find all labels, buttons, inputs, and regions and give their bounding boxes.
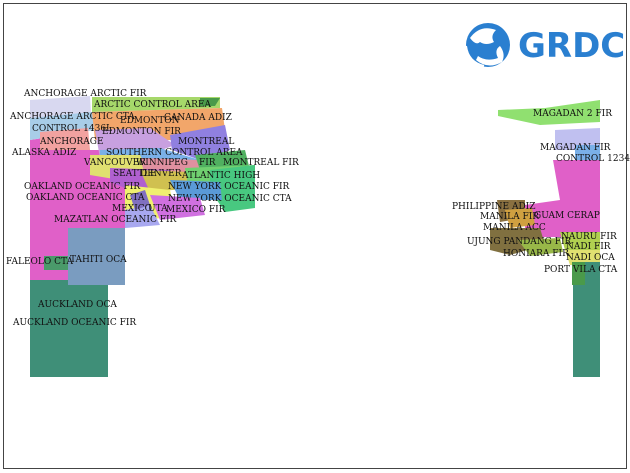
region-label: ARCTIC CONTROL AREA [93,100,211,110]
map-border [3,3,627,469]
region-nauru[interactable] [560,232,600,250]
region-port-vila[interactable] [572,262,585,285]
region-label: OAKLAND OCEANIC CTA [26,193,145,203]
region-mexico-fir[interactable] [150,195,205,220]
region-label: SEATTLE [113,169,156,179]
region-label: CONTROL 1234L [556,154,630,164]
region-label: MONTREAL [178,137,234,147]
region-label: ANCHORAGE ARCTIC FIR [23,89,147,99]
region-arctic-green[interactable] [200,98,220,106]
region-label: CONTROL 1436L [32,124,112,134]
region-mazatlan[interactable] [125,205,160,228]
region-faleolo[interactable] [44,256,68,270]
region-label: WINNIPEG [136,158,188,168]
region-label: PORT VILA CTA [544,265,618,275]
region-nadi-fir[interactable] [565,250,600,265]
region-label: CANADA ADIZ [164,113,232,123]
region-label: GUAM CERAP [534,211,600,221]
region-label: ANCHORAGE ARCTIC CTA [9,112,135,122]
region-label: NEW YORK OCEANIC CTA [168,194,292,204]
region-arctic-control[interactable] [92,97,220,112]
region-label: AUCKLAND OCEANIC FIR [12,318,136,328]
region-nadi-oca[interactable] [573,262,600,377]
region-new-york-fir[interactable] [170,180,222,200]
region-label: UJUNG PANDANG FIR [467,237,572,247]
logo-text: GRDC [518,26,625,66]
region-label: SOUTHERN CONTROL AREA [106,148,243,158]
east-region [490,100,600,377]
region-label: MAGADAN 2 FIR [533,109,612,119]
region-label: TAHITI OCA [70,255,127,265]
region-label: NEW YORK OCEANIC FIR [168,182,290,192]
region-label: NADI OCA [566,253,615,263]
region-label: UTA [148,204,168,214]
region-alaska-adiz[interactable] [40,128,90,150]
region-label: MONTREAL FIR [223,158,299,168]
region-magadan-2[interactable] [498,100,600,125]
region-label: EDMONTON FIR [102,127,181,137]
region-mexico-inner[interactable] [130,190,150,210]
region-label: ALASKA ADIZ [11,148,76,158]
region-label: MEXICO [112,204,152,214]
region-label: EDMONTON [120,116,180,126]
region-honiara[interactable] [518,238,563,256]
region-label: NAURU FIR [561,232,617,242]
region-label: OAKLAND OCEANIC FIR [24,182,140,192]
region-label: HONIARA FIR [503,249,569,259]
globe-icon [465,23,510,67]
region-auckland[interactable] [30,280,108,377]
region-label: PHILIPPINE ADIZ [452,202,536,212]
region-magadan[interactable] [555,128,600,150]
region-label: ANCHORAGE [39,137,104,147]
region-new-york-oceanic[interactable] [210,165,255,212]
region-tahiti[interactable] [68,228,125,285]
region-montreal[interactable] [170,125,230,160]
region-label: FIR [199,158,216,168]
region-label: MAZATLAN OCEANIC FIR [54,215,177,225]
region-label: MAGADAN FIR [540,143,611,153]
region-guam-cerap[interactable] [525,160,600,237]
region-label: DENVER [140,169,182,179]
region-manila-fir[interactable] [505,208,535,228]
region-label: ATLANTIC HIGH [181,171,260,181]
west-region [30,96,255,377]
region-label: VANCOUVER [83,158,146,168]
region-label: FALEOLO CTA [6,257,73,267]
region-label: MANILA FIR [480,212,539,222]
region-label: AUCKLAND OCA [37,300,117,310]
region-label: MEXICO FIR [166,205,226,215]
region-label: NADI FIR [566,242,611,252]
region-label: MANILA ACC [483,223,546,233]
grdc-logo: GRDC [465,23,625,67]
